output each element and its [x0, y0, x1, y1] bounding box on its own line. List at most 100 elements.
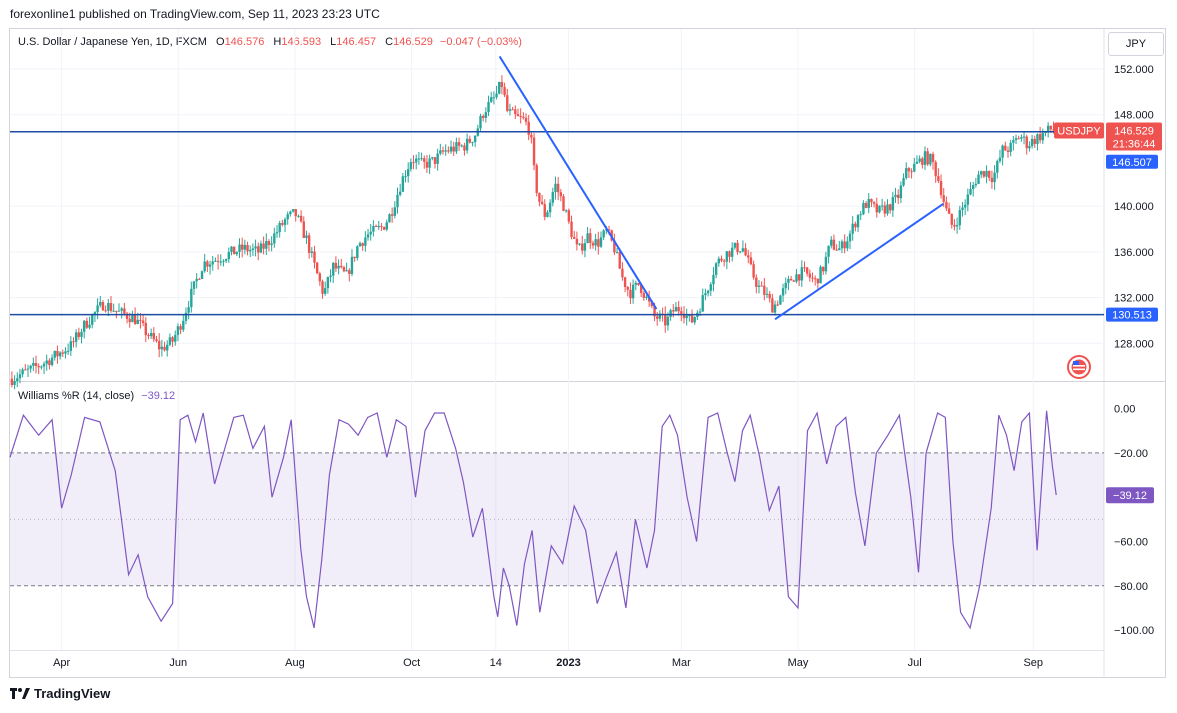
candle-down	[37, 366, 40, 368]
level-price-tag	[1106, 154, 1158, 169]
candle-up	[120, 308, 123, 311]
candle-up	[781, 288, 785, 296]
candle-up	[886, 204, 889, 214]
candle-down	[680, 311, 683, 314]
candle-up	[112, 310, 115, 312]
candle-down	[722, 260, 726, 262]
candle-up	[40, 366, 43, 368]
time-tick-label: Aug	[285, 657, 305, 669]
candle-up	[107, 302, 110, 311]
candle-up	[996, 161, 999, 173]
candle-up	[396, 194, 399, 208]
candle-down	[171, 337, 174, 342]
candle-down	[990, 177, 994, 183]
candle-down	[109, 302, 113, 311]
candle-down	[682, 313, 686, 319]
candle-down	[690, 315, 694, 323]
candle-up	[998, 157, 1002, 162]
candle-up	[219, 261, 222, 263]
candle-down	[864, 203, 868, 208]
change-value: −0.047 (−0.03%)	[439, 36, 522, 48]
currency-button[interactable]: JPY	[1108, 32, 1164, 56]
candle-up	[862, 203, 865, 215]
williams-current-tag	[1106, 487, 1154, 504]
candle-up	[508, 109, 512, 111]
candle-up	[899, 185, 903, 199]
time-tick-label: Mar	[672, 657, 691, 669]
candle-up	[487, 101, 490, 113]
candle-up	[160, 346, 164, 350]
candle-up	[709, 284, 712, 291]
candle-up	[706, 290, 710, 294]
candle-down	[206, 261, 209, 267]
candle-up	[1012, 140, 1015, 143]
candle-down	[870, 198, 873, 203]
candle-up	[409, 162, 413, 170]
candle-up	[345, 270, 348, 272]
candle-down	[1038, 134, 1042, 141]
candle-down	[257, 246, 260, 253]
candle-down	[425, 161, 429, 168]
candle-down	[1033, 138, 1036, 144]
candle-up	[958, 210, 961, 226]
candle-down	[811, 277, 814, 279]
candle-up	[1020, 137, 1023, 139]
us-flag-icon[interactable]	[1067, 355, 1091, 379]
candle-down	[888, 204, 892, 211]
candle-up	[58, 352, 62, 357]
candle-down	[299, 215, 303, 222]
candle-down	[457, 142, 461, 146]
candle-down	[854, 223, 857, 228]
candle-down	[452, 146, 455, 152]
price-tick-label: 140.000	[1114, 201, 1154, 213]
candle-down	[816, 278, 820, 284]
candle-down	[315, 262, 319, 274]
candle-up	[329, 275, 332, 277]
candle-down	[125, 313, 129, 319]
candle-up	[827, 245, 830, 257]
candle-down	[629, 289, 632, 299]
symbol-title[interactable]: U.S. Dollar / Japanese Yen, 1D, FXCM	[18, 36, 207, 48]
candle-up	[846, 241, 849, 249]
candle-up	[431, 157, 434, 159]
candle-down	[623, 277, 627, 288]
candle-up	[867, 198, 870, 208]
candle-down	[48, 360, 51, 366]
williams-title[interactable]: Williams %R (14, close)	[18, 390, 135, 402]
candle-up	[184, 312, 188, 321]
candle-up	[366, 234, 370, 238]
candle-down	[1025, 136, 1028, 149]
candle-down	[500, 81, 504, 88]
candle-up	[733, 242, 737, 248]
candle-up	[551, 192, 554, 203]
candle-down	[752, 264, 755, 278]
candle-up	[323, 288, 327, 294]
candle-down	[1052, 129, 1055, 131]
chart-frame[interactable]	[9, 28, 1166, 678]
candle-up	[484, 112, 488, 118]
footer-brand[interactable]: TradingView	[10, 686, 110, 701]
candle-down	[532, 137, 536, 166]
candle-down	[24, 369, 27, 371]
candle-up	[13, 381, 16, 385]
candle-down	[101, 302, 105, 311]
candle-up	[800, 267, 804, 281]
candle-down	[947, 208, 951, 214]
williams-tick-label: 0.00	[1114, 404, 1135, 416]
candle-up	[966, 194, 970, 205]
candle-down	[653, 306, 656, 317]
candle-up	[923, 151, 927, 165]
candle-up	[80, 331, 83, 337]
candle-up	[214, 260, 217, 262]
candle-up	[131, 314, 134, 323]
candle-down	[556, 183, 560, 193]
candle-up	[254, 246, 257, 249]
candle-down	[937, 176, 940, 181]
candle-up	[993, 172, 996, 183]
candle-down	[575, 238, 579, 245]
candle-down	[931, 154, 935, 163]
candle-up	[259, 243, 263, 253]
candle-up	[53, 350, 56, 358]
footer-brand-text: TradingView	[34, 686, 111, 701]
